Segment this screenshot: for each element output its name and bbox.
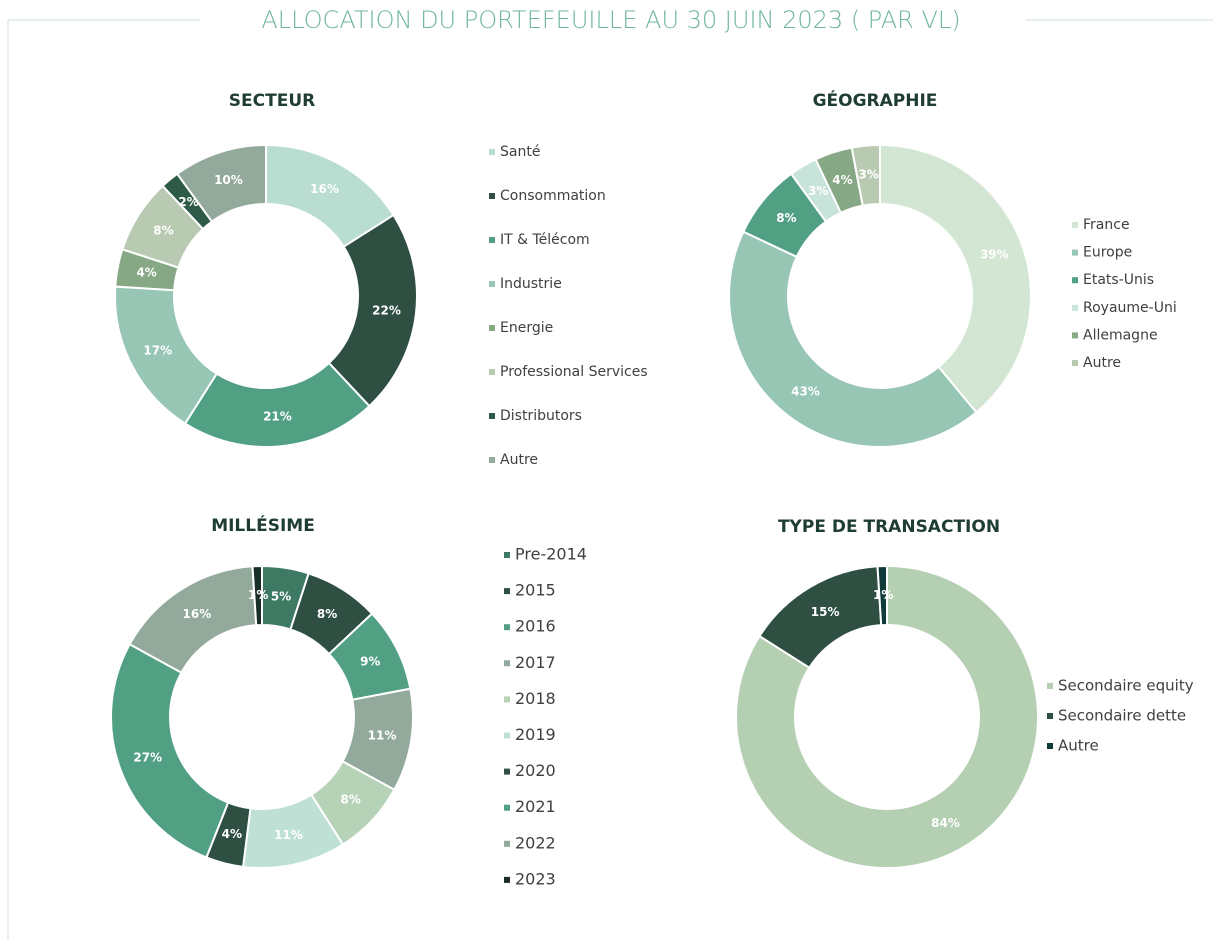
data-label: 11% [368, 729, 397, 743]
legend-label: Santé [500, 144, 540, 160]
data-label: 17% [143, 344, 172, 358]
legend-marker [1072, 360, 1078, 366]
legend-label: Europe [1083, 245, 1132, 261]
data-label: 16% [310, 182, 339, 196]
chart-title: TYPE DE TRANSACTION [778, 517, 1000, 537]
legend-marker [504, 804, 510, 811]
legend-label: France [1083, 217, 1130, 233]
data-label: 8% [153, 223, 173, 237]
legend-marker [1072, 332, 1078, 339]
chart-title: SECTEUR [229, 91, 315, 111]
data-label: 15% [811, 605, 840, 619]
legend-label: 2015 [515, 581, 556, 600]
legend-marker [1072, 277, 1078, 284]
data-label: 27% [133, 751, 162, 765]
legend-label: Consommation [500, 188, 606, 204]
legend-marker [504, 660, 510, 667]
legend-label: IT & Télécom [500, 232, 590, 248]
legend-marker [504, 552, 510, 558]
data-label: 8% [317, 607, 337, 621]
legend-marker [504, 696, 510, 703]
data-label: 39% [980, 247, 1009, 261]
legend-label: Etats-Unis [1083, 272, 1154, 288]
slice [850, 143, 881, 207]
data-label: 2% [178, 195, 198, 209]
legend-marker [1072, 249, 1078, 256]
data-label: 4% [136, 266, 156, 280]
legend-label: 2017 [515, 653, 556, 672]
slice [728, 230, 978, 448]
legend-label: 2018 [515, 689, 556, 708]
legend-marker [504, 588, 510, 595]
legend-marker [1047, 743, 1053, 749]
data-label: 5% [271, 589, 291, 603]
data-label: 10% [214, 173, 243, 187]
legend-marker [489, 237, 495, 243]
slice [327, 213, 418, 408]
data-label: 8% [340, 793, 360, 807]
legend-label: Industrie [500, 276, 562, 292]
legend-label: Secondaire equity [1058, 677, 1194, 695]
data-label: 1% [873, 588, 893, 602]
legend-label: 2016 [515, 617, 556, 636]
data-label: 3% [808, 184, 828, 198]
legend-label: 2023 [515, 869, 556, 888]
legend-label: Autre [1058, 737, 1099, 755]
data-label: 8% [776, 211, 796, 225]
chart-title: GÉOGRAPHIE [813, 89, 938, 111]
legend-marker [489, 457, 495, 463]
data-label: 1% [248, 588, 268, 602]
legend-marker [489, 325, 495, 331]
legend-marker [504, 624, 510, 631]
chart-title: MILLÉSIME [211, 514, 315, 536]
legend-marker [504, 840, 510, 847]
legend-marker [1047, 713, 1053, 719]
data-label: 9% [360, 654, 380, 668]
legend-label: 2021 [515, 797, 556, 816]
legend-marker [504, 732, 510, 739]
data-label: 21% [263, 409, 292, 423]
slice [251, 564, 263, 627]
legend-label: 2022 [515, 833, 556, 852]
legend-label: Pre-2014 [515, 545, 587, 564]
legend-marker [489, 369, 495, 375]
data-label: 4% [222, 827, 242, 841]
legend-label: 2019 [515, 725, 556, 744]
data-label: 3% [858, 168, 878, 182]
legend-marker [1072, 304, 1078, 311]
legend-marker [504, 768, 510, 775]
legend-label: Royaume-Uni [1083, 300, 1177, 316]
legend-marker [504, 876, 510, 883]
data-label: 84% [931, 816, 960, 830]
legend-label: Secondaire dette [1058, 707, 1186, 725]
legend-marker [489, 413, 495, 419]
legend-marker [489, 193, 495, 199]
legend-marker [489, 281, 495, 287]
legend-label: 2020 [515, 761, 556, 780]
legend-marker [489, 149, 495, 155]
slice [879, 143, 1032, 414]
legend-label: Professional Services [500, 364, 648, 380]
slice [175, 143, 267, 223]
page-title: ALLOCATION DU PORTEFEUILLE AU 30 JUIN 20… [261, 6, 960, 34]
data-label: 43% [791, 385, 820, 399]
data-label: 16% [183, 607, 212, 621]
legend-label: Autre [500, 452, 538, 468]
slice [735, 564, 1039, 869]
legend-marker [1047, 683, 1053, 689]
legend-marker [1072, 222, 1078, 228]
slice [876, 564, 888, 627]
data-label: 22% [372, 304, 401, 318]
legend-label: Autre [1083, 355, 1121, 371]
legend-label: Allemagne [1083, 327, 1158, 343]
data-label: 11% [274, 828, 303, 842]
slice [110, 642, 230, 859]
legend-label: Distributors [500, 408, 582, 424]
legend-label: Energie [500, 320, 553, 336]
data-label: 4% [832, 173, 852, 187]
